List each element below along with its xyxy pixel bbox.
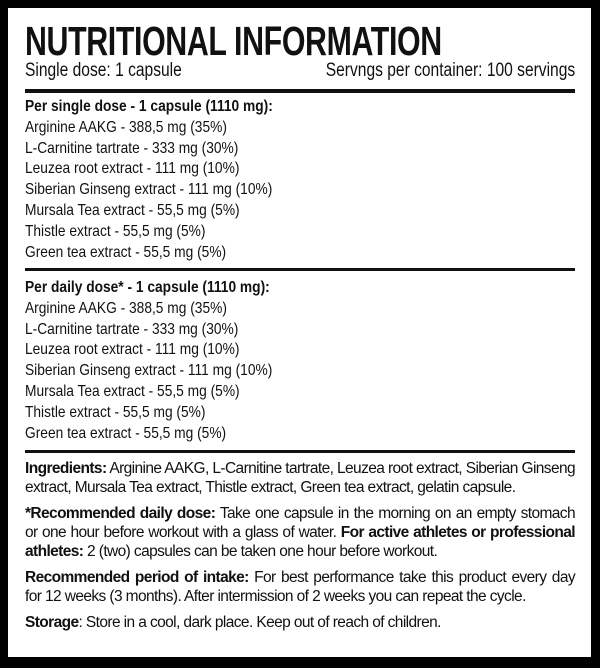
list-item: Mursala Tea extract - 55,5 mg (5%) — [25, 201, 240, 219]
intake-period: Recommended period of intake: For best p… — [25, 568, 576, 606]
daily-dose-section: Per daily dose* - 1 capsule (1110 mg): A… — [25, 278, 575, 444]
single-dose-section: Per single dose - 1 capsule (1110 mg): A… — [25, 97, 575, 263]
storage-text: : Store in a cool, dark place. Keep out … — [78, 614, 442, 631]
list-item: L-Carnitine tartrate - 333 mg (30%) — [25, 139, 239, 157]
list-item: Mursala Tea extract - 55,5 mg (5%) — [25, 382, 240, 400]
list-item: Arginine AAKG - 388,5 mg (35%) — [25, 118, 227, 136]
ingredients: Ingredients: Arginine AAKG, L-Carnitine … — [25, 459, 576, 497]
athletes-label: For active athletes or professional athl… — [25, 524, 576, 560]
list-item: Green tea extract - 55,5 mg (5%) — [25, 424, 227, 442]
recommended-dose-label: *Recommended daily dose: — [25, 505, 216, 522]
list-item: Thistle extract - 55,5 mg (5%) — [25, 403, 206, 421]
divider — [25, 89, 575, 93]
list-item: Arginine AAKG - 388,5 mg (35%) — [25, 299, 227, 317]
list-item: Green tea extract - 55,5 mg (5%) — [25, 243, 227, 261]
list-item: Siberian Ginseng extract - 111 mg (10%) — [25, 362, 273, 380]
section-heading: Per daily dose* - 1 capsule (1110 mg): — [25, 279, 270, 296]
recommended-dose-text: Take one capsule in the morning on an em… — [25, 505, 576, 541]
storage-label: Storage — [25, 614, 79, 631]
list-item: L-Carnitine tartrate - 333 mg (30%) — [25, 320, 239, 338]
list-item: Siberian Ginseng extract - 111 mg (10%) — [25, 181, 273, 199]
single-dose: Single dose: 1 capsule — [25, 60, 182, 81]
intake-period-text: For best performance take this product e… — [25, 569, 576, 605]
notes: Ingredients: Arginine AAKG, L-Carnitine … — [25, 459, 576, 639]
divider — [25, 268, 575, 271]
athletes-text: 2 (two) capsules can be taken one hour b… — [83, 543, 438, 560]
list-item: Leuzea root extract - 111 mg (10%) — [25, 341, 240, 359]
serving-info: Single dose: 1 capsule Servngs per conta… — [25, 60, 575, 82]
section-heading: Per single dose - 1 capsule (1110 mg): — [25, 98, 273, 115]
servings-per-container: Servngs per container: 100 servings — [325, 60, 575, 81]
nutrition-label: NUTRITIONAL INFORMATION Single dose: 1 c… — [8, 8, 591, 657]
list-item: Thistle extract - 55,5 mg (5%) — [25, 222, 206, 240]
ingredients-text: Arginine AAKG, L-Carnitine tartrate, Leu… — [25, 460, 576, 496]
intake-period-label: Recommended period of intake: — [25, 569, 249, 586]
list-item: Leuzea root extract - 111 mg (10%) — [25, 160, 240, 178]
storage: Storage: Store in a cool, dark place. Ke… — [25, 613, 575, 632]
ingredients-label: Ingredients: — [25, 460, 107, 477]
divider — [25, 450, 575, 453]
page-title: NUTRITIONAL INFORMATION — [25, 18, 442, 64]
recommended-dose: *Recommended daily dose: Take one capsul… — [25, 504, 576, 561]
